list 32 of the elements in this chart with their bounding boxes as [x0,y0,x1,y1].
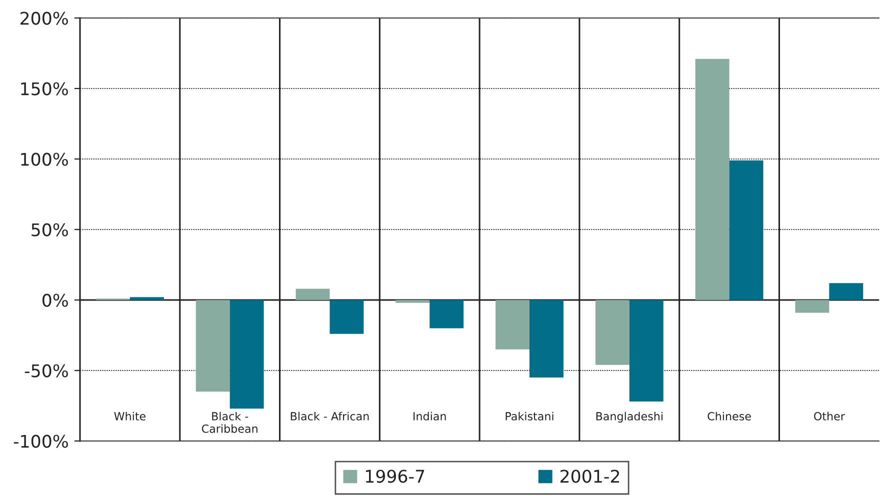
y-tick-label: -100% [14,434,68,448]
y-tick-label: -50% [24,364,68,378]
bar [496,300,530,350]
x-tick-label: Indian [414,412,446,420]
bar [296,288,330,300]
bar [530,300,564,378]
x-tick-label: Black - African [290,412,369,420]
legend-label: 1996-7 [366,470,424,483]
x-tick-label: Bangladeshi [596,412,662,423]
x-tick-label: White [114,412,146,420]
legend-label: 2001-2 [560,470,620,483]
bar [829,283,864,300]
bar [695,58,730,300]
y-tick-label: 50% [32,223,68,236]
bar [330,300,364,334]
bar [595,300,630,365]
bar [230,300,264,409]
x-tick-label: Chinese [708,412,751,420]
bar [629,300,664,402]
y-tick-label: 150% [21,82,68,96]
bar [396,300,430,303]
x-tick-label: Pakistani [506,412,554,420]
bar [729,160,764,300]
x-tick-label: Other [814,412,845,420]
bar [795,300,830,313]
bar [430,300,464,328]
y-tick-label: 200% [20,12,68,25]
x-tick-label: Black - Caribbean [202,412,258,433]
bar [196,300,230,392]
y-tick-label: 100% [21,152,68,166]
y-tick-label: 0% [42,294,68,307]
bar [130,297,164,300]
